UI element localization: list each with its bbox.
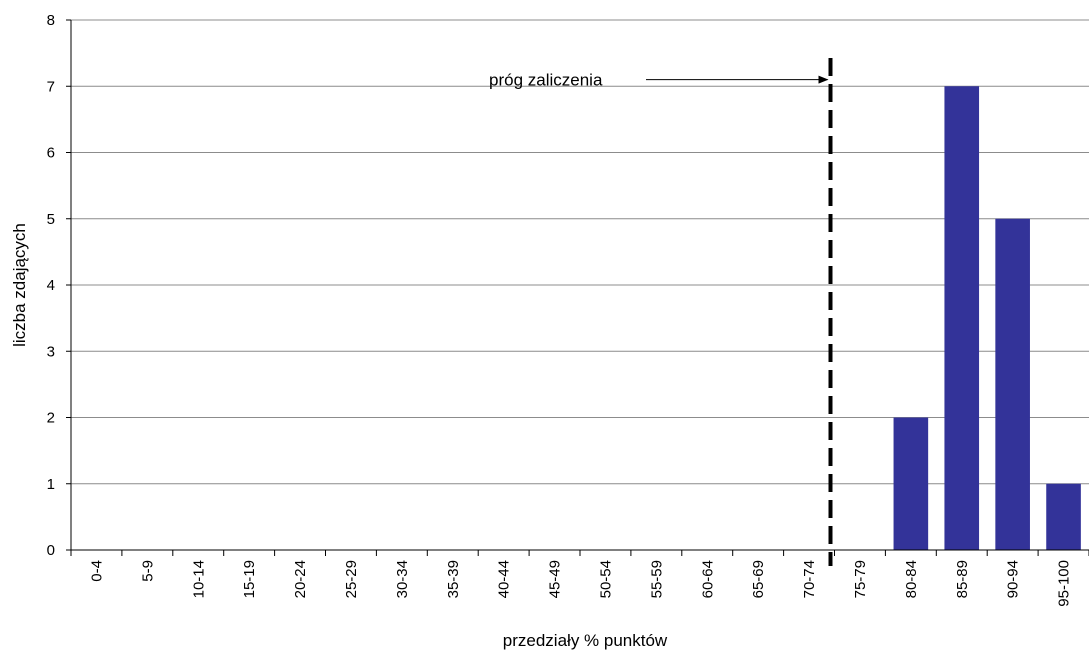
x-tick-label: 75-79 [852, 560, 869, 598]
x-tick-label: 0-4 [88, 560, 105, 582]
x-tick-label: 30-34 [394, 560, 411, 598]
x-tick-label: 35-39 [445, 560, 462, 598]
x-tick-label: 10-14 [190, 560, 207, 598]
x-tick-label: 95-100 [1056, 560, 1073, 607]
x-tick-label: 70-74 [801, 560, 818, 598]
x-tick-label: 20-24 [292, 560, 309, 598]
x-tick-label: 15-19 [241, 560, 258, 598]
bar-80-84 [893, 417, 929, 550]
bar-90-94 [995, 218, 1030, 550]
annotation-label: próg zaliczenia [489, 71, 603, 90]
y-axis-title: liczba zdających [10, 223, 29, 347]
x-tick-label: 25-29 [343, 560, 360, 598]
y-tick-label: 8 [47, 12, 55, 29]
y-tick-label: 4 [47, 277, 55, 294]
y-tick-label: 7 [47, 78, 55, 95]
x-tick-label: 5-9 [139, 560, 156, 582]
x-tick-label: 90-94 [1005, 560, 1022, 598]
bar-95-100 [1046, 483, 1081, 550]
x-tick-label: 85-89 [954, 560, 971, 598]
x-axis-title: przedziały % punktów [503, 631, 668, 650]
bars-group [893, 86, 1081, 550]
x-tick-label: 40-44 [496, 560, 513, 598]
y-tick-label: 6 [47, 145, 55, 162]
y-tick-label: 5 [47, 211, 55, 228]
y-tick-label: 0 [47, 542, 55, 559]
x-tick-label: 50-54 [597, 560, 614, 598]
y-tick-label: 3 [47, 343, 55, 360]
y-tick-label: 1 [47, 476, 55, 493]
x-tick-label: 55-59 [648, 560, 665, 598]
x-tick-label: 60-64 [699, 560, 716, 598]
tick-labels: 0 1 2 3 4 5 6 7 8 0-4 5-9 10-14 15-19 20-24 25-29 30-34… [47, 12, 1073, 607]
x-tick-label: 45-49 [547, 560, 564, 598]
y-tick-label: 2 [47, 410, 55, 427]
threshold-annotation: próg zaliczenia [489, 58, 833, 566]
x-tick-label: 65-69 [750, 560, 767, 598]
grid-lines [71, 19, 1089, 485]
bar-85-89 [944, 86, 980, 550]
axes [66, 19, 1089, 556]
x-tick-label: 80-84 [903, 560, 920, 598]
